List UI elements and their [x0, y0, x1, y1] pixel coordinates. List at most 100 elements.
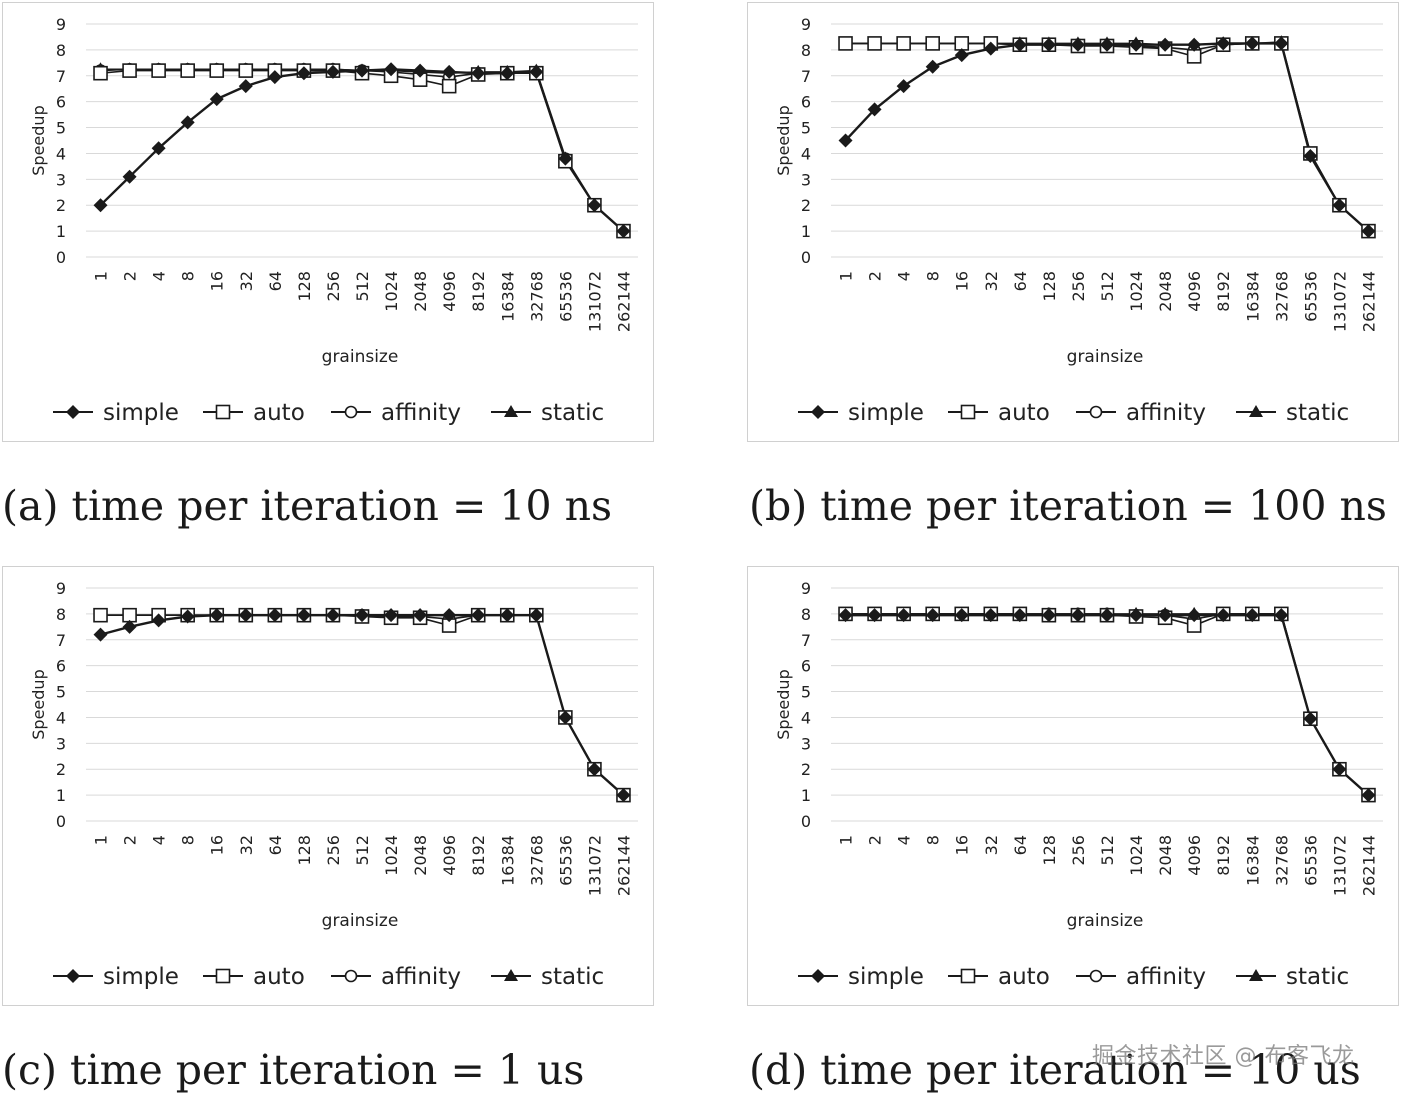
chart-b-ytick-label: 1	[801, 222, 811, 241]
chart-a-legend-item-auto: auto	[203, 400, 305, 426]
chart-b-xtick-label: 1024	[1127, 271, 1146, 312]
chart-d-xtick-label: 1	[837, 835, 856, 845]
chart-b-ytick-label: 0	[801, 248, 811, 267]
chart-d-frame	[747, 566, 1399, 1006]
chart-d-xtick-label: 16384	[1243, 835, 1262, 886]
chart-a-ytick-label: 7	[56, 67, 66, 86]
chart-a-point-simple	[151, 141, 166, 156]
chart-c-point-simple	[587, 762, 602, 777]
chart-b-xtick-label: 262144	[1359, 271, 1378, 332]
chart-c-point-simple	[558, 710, 573, 725]
chart-d-ytick-label: 5	[801, 683, 811, 702]
chart-b-ytick-label: 9	[801, 15, 811, 34]
chart-a-point-simple	[529, 64, 544, 79]
chart-c-ytick-label: 6	[56, 657, 66, 676]
chart-d-xtick-label: 256	[1069, 835, 1088, 866]
chart-c-ytick-label: 2	[56, 760, 66, 779]
chart-c-markers-simple	[93, 608, 631, 803]
chart-c-legend-label: simple	[103, 964, 179, 990]
chart-c-xtick-label: 1	[92, 835, 111, 845]
chart-a-xtick-label: 8192	[469, 271, 488, 312]
chart-c-ytick-label: 7	[56, 631, 66, 650]
chart-a-legend: simple auto affinity static	[53, 400, 604, 426]
chart-b-point-simple	[1041, 37, 1056, 52]
chart-d-legend-marker-square	[960, 968, 976, 984]
chart-a-point-auto	[180, 63, 195, 78]
chart-d-xtick-label: 32	[982, 835, 1001, 855]
chart-c-ytick-label: 8	[56, 605, 66, 624]
chart-c-legend-label: affinity	[381, 964, 461, 990]
chart-b-point-simple	[838, 133, 853, 148]
chart-a-xtick-label: 262144	[614, 271, 633, 332]
chart-a-ytick-label: 8	[56, 41, 66, 60]
chart-a-xtick-label: 128	[295, 271, 314, 302]
chart-c-xtick-label: 128	[295, 835, 314, 866]
chart-b-xtick-label: 8192	[1214, 271, 1233, 312]
chart-a-point-simple	[180, 115, 195, 130]
chart-a-legend-item-static: static	[491, 400, 604, 426]
chart-b-ytick-label: 3	[801, 170, 811, 189]
chart-b-point-simple	[1361, 224, 1376, 239]
chart-panel-a: 0 1 2 3 4 5 6 7 8 9 Speedup 1 2 4 8 16 32 64 128 256 512 1024…	[2, 2, 654, 442]
chart-b-point-simple	[1129, 37, 1144, 52]
chart-d-xtick-label: 4096	[1185, 835, 1204, 876]
chart-b-point-simple	[1158, 37, 1173, 52]
chart-b-point-simple	[867, 102, 882, 117]
chart-c-xtick-label: 4	[150, 835, 169, 845]
chart-d-point-simple	[1187, 608, 1202, 623]
chart-a-point-simple	[325, 64, 340, 79]
chart-c-ytick-label: 3	[56, 734, 66, 753]
chart-c-legend-marker-square	[215, 968, 231, 984]
chart-d-point-simple	[1012, 608, 1027, 623]
chart-d-point-simple	[1100, 608, 1114, 623]
chart-d-legend-label: auto	[998, 964, 1050, 990]
chart-a-point-simple	[471, 66, 486, 81]
chart-c-xtick-label: 2048	[411, 835, 430, 876]
chart-c-ylabel: Speedup	[29, 669, 48, 739]
chart-b-xtick-label: 16	[953, 271, 972, 291]
chart-c-xtick-label: 4096	[440, 835, 459, 876]
chart-a-point-simple	[616, 224, 631, 239]
chart-b-legend: simple auto affinity static	[798, 400, 1349, 426]
chart-c-xtick-label: 16384	[498, 835, 517, 886]
chart-c-ytick-label: 4	[56, 708, 66, 727]
chart-d-point-simple	[1274, 608, 1289, 623]
chart-a-legend-marker-circle	[344, 405, 358, 419]
chart-b-point-simple	[1332, 198, 1347, 213]
chart-b-ylabel: Speedup	[774, 105, 793, 175]
chart-b-ytick-label: 8	[801, 41, 811, 60]
chart-b-legend-marker-triangle	[1249, 405, 1263, 417]
chart-b-xtick-label: 8	[924, 271, 943, 281]
chart-c-legend-item-simple: simple	[53, 964, 179, 990]
chart-a-point-auto	[122, 63, 137, 78]
chart-d-legend-item-simple: simple	[798, 964, 924, 990]
chart-b-point-simple	[1216, 36, 1231, 51]
chart-b-legend-label: auto	[998, 400, 1050, 426]
chart-d-point-simple	[1070, 608, 1085, 623]
chart-a-point-simple	[558, 151, 573, 166]
chart-d-xtick-label: 32768	[1272, 835, 1291, 886]
chart-c-ytick-label: 9	[56, 579, 66, 598]
chart-d-legend-marker-diamond	[811, 969, 825, 983]
chart-b-point-simple	[1070, 37, 1085, 52]
chart-d-markers-simple	[838, 608, 1376, 803]
chart-b-xtick-label: 2048	[1156, 271, 1175, 312]
chart-c-xtick-label: 256	[324, 835, 343, 866]
watermark-text: 掘金技术社区 @ 布客飞龙	[1092, 1044, 1355, 1069]
chart-c-xtick-label: 1024	[382, 835, 401, 876]
chart-panel-c: 0 1 2 3 4 5 6 7 8 9 Speedup 1 2 4 8 16 32 64 128 256 512 1024…	[2, 566, 654, 1006]
chart-b-point-simple	[1012, 37, 1027, 52]
chart-panel-b: 0 1 2 3 4 5 6 7 8 9 Speedup 1 2 4 8 16 32 64 128 256 512 1024…	[747, 2, 1399, 442]
chart-a-xtick-label: 8	[179, 271, 198, 281]
chart-b-ytick-label: 6	[801, 93, 811, 112]
chart-b-legend-item-affinity: affinity	[1076, 400, 1206, 426]
chart-d-point-simple	[1129, 608, 1144, 623]
chart-b-legend-label: simple	[848, 400, 924, 426]
chart-b-xtick-label: 128	[1040, 271, 1059, 302]
chart-d-xtick-label: 64	[1011, 835, 1030, 855]
chart-d-legend-marker-triangle	[1249, 969, 1263, 981]
chart-c-legend-marker-circle	[344, 969, 358, 983]
chart-b-legend-label: affinity	[1126, 400, 1206, 426]
